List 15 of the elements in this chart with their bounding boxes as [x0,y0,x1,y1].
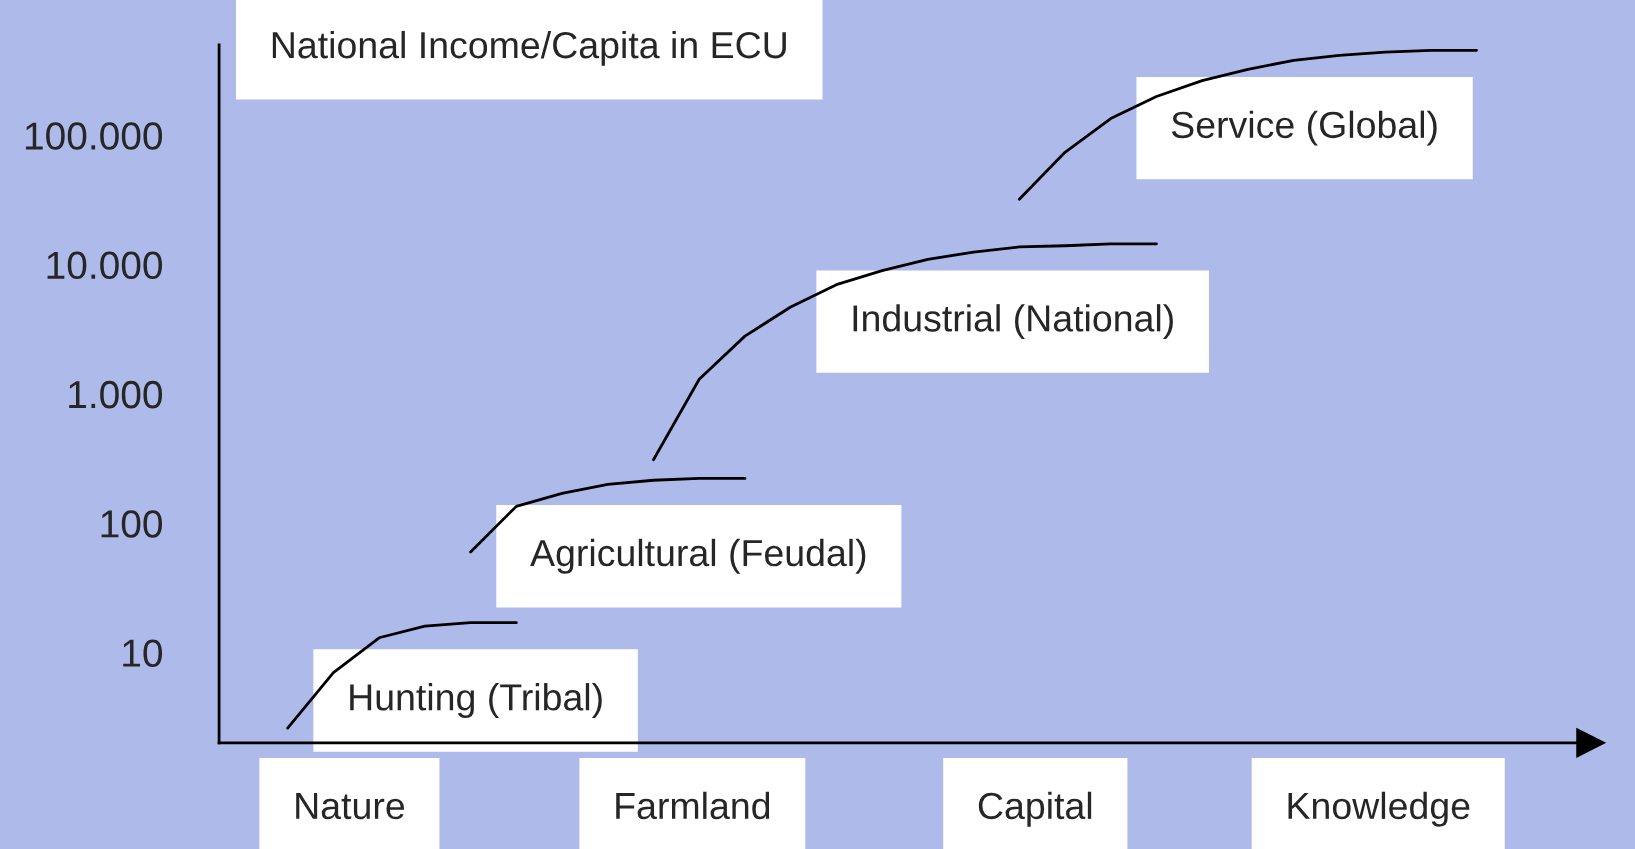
y-tick-label: 10.000 [47,251,163,280]
line-series [1017,48,1478,201]
y-tick-label: 1.000 [69,380,163,409]
series-label: Agricultural (Feudal) [530,538,866,574]
text: Nature [296,793,405,820]
y-tick-label: 100.000 [25,122,163,150]
text: Farmland [616,791,770,820]
text: Knowledge [1288,791,1470,827]
series-label: Industrial (National) [853,304,1173,340]
chart-title: National Income/Capita in ECU [272,30,786,66]
y-tick-label: 10 [123,639,163,667]
series-label: Hunting (Tribal) [350,683,602,719]
text: Capital [978,791,1092,827]
series-label: Service (Global) [1171,110,1437,146]
y-tick-label: 100 [101,510,163,538]
